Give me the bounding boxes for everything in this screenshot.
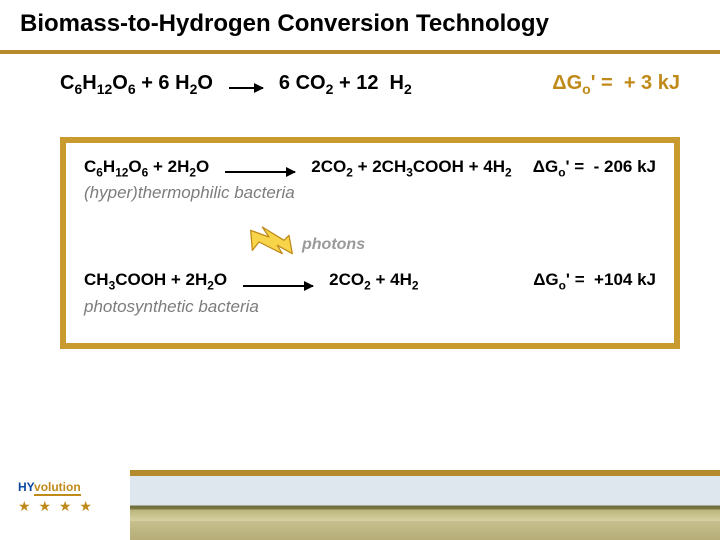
logo: HYvolution ★ ★ ★ ★ bbox=[0, 476, 130, 540]
overall-eq-dg: ΔGo' = + 3 kJ bbox=[552, 72, 680, 97]
overall-eq-lhs: C6H12O6 + 6 H2O bbox=[60, 72, 213, 97]
logo-hy: HY bbox=[18, 480, 34, 494]
eq1-desc: (hyper)thermophilic bacteria bbox=[84, 183, 656, 203]
eq1-lhs: C6H12O6 + 2H2O bbox=[84, 157, 209, 179]
overall-equation: C6H12O6 + 6 H2O 6 CO2 + 12 H2 ΔGo' = + 3… bbox=[60, 72, 680, 97]
footer: HYvolution ★ ★ ★ ★ bbox=[0, 476, 720, 540]
thermophilic-equation: C6H12O6 + 2H2O 2CO2 + 2CH3COOH + 4H2 ΔGo… bbox=[84, 157, 656, 179]
overall-eq-rhs: 6 CO2 + 12 H2 bbox=[279, 72, 542, 97]
logo-stars: ★ ★ ★ ★ bbox=[18, 498, 94, 515]
eq2-dg: ΔGo' = +104 kJ bbox=[533, 270, 656, 292]
overall-eq-arrow bbox=[223, 76, 269, 94]
eq2-rhs: 2CO2 + 4H2 bbox=[329, 270, 523, 292]
eq1-arrow bbox=[219, 158, 301, 178]
lightning-icon bbox=[244, 225, 294, 264]
eq2-arrow bbox=[237, 272, 319, 292]
eq2-desc: photosynthetic bacteria bbox=[84, 297, 656, 317]
eq2-lhs: CH3COOH + 2H2O bbox=[84, 270, 227, 292]
photosynthetic-equation: CH3COOH + 2H2O 2CO2 + 4H2 ΔGo' = +104 kJ bbox=[84, 270, 656, 292]
page-title: Biomass-to-Hydrogen Conversion Technolog… bbox=[0, 0, 720, 54]
photons-label: photons bbox=[302, 236, 365, 254]
logo-rest: volution bbox=[34, 480, 81, 496]
eq1-dg: ΔGo' = - 206 kJ bbox=[533, 157, 656, 179]
photons-row: photons bbox=[244, 225, 656, 264]
reaction-frame: C6H12O6 + 2H2O 2CO2 + 2CH3COOH + 4H2 ΔGo… bbox=[60, 137, 680, 349]
eq1-rhs: 2CO2 + 2CH3COOH + 4H2 bbox=[311, 157, 523, 179]
main-content: C6H12O6 + 6 H2O 6 CO2 + 12 H2 ΔGo' = + 3… bbox=[0, 54, 720, 349]
footer-photo-strip bbox=[130, 476, 720, 540]
